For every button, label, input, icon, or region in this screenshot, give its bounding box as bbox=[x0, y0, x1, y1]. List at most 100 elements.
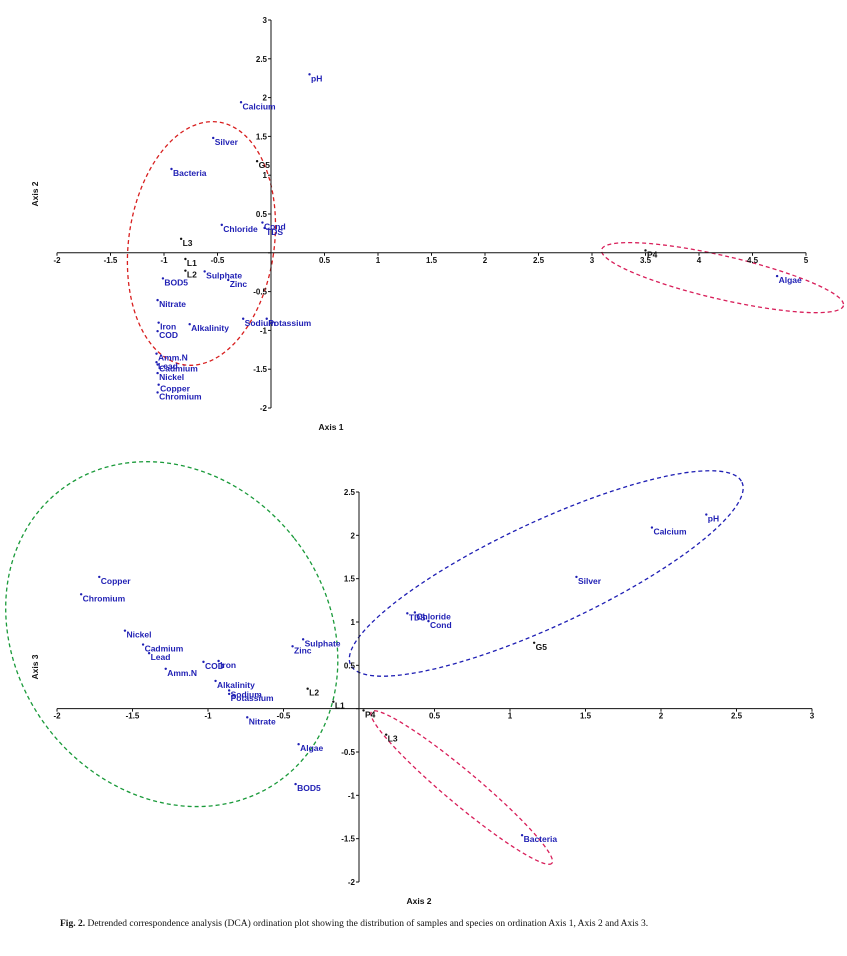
x-axis-title: Axis 1 bbox=[318, 422, 343, 432]
y-tick-label: 2 bbox=[351, 531, 356, 540]
species-label-ph: pH bbox=[311, 73, 322, 83]
species-point-cadmium bbox=[141, 643, 145, 646]
y-tick-label: 0.5 bbox=[344, 661, 356, 670]
species-label-cod: COD bbox=[159, 330, 178, 340]
species-label-iron: Iron bbox=[220, 660, 236, 670]
species-point-nickel bbox=[123, 629, 127, 632]
species-label-silver: Silver bbox=[215, 137, 239, 147]
species-point-silver bbox=[212, 136, 215, 140]
x-tick-label: -1.5 bbox=[126, 712, 140, 721]
species-point-potassium bbox=[227, 692, 231, 696]
species-label-bod5: BOD5 bbox=[297, 783, 321, 793]
x-tick-label: -0.5 bbox=[277, 712, 291, 721]
sample-point-l3 bbox=[179, 237, 183, 241]
species-point-cod bbox=[156, 329, 159, 333]
y-tick-label: -1.5 bbox=[253, 365, 267, 374]
species-point-sodium bbox=[227, 689, 231, 692]
species-label-tds: TDS bbox=[409, 612, 426, 622]
y-tick-label: 1.5 bbox=[256, 132, 268, 141]
species-label-chromium: Chromium bbox=[83, 593, 126, 603]
y-tick-label: -0.5 bbox=[253, 288, 267, 297]
species-label-algae: Algae bbox=[300, 743, 323, 753]
x-tick-label: 1 bbox=[508, 712, 513, 721]
sample-label-g5: G5 bbox=[536, 642, 548, 652]
x-tick-label: 5 bbox=[804, 256, 809, 265]
species-point-tds bbox=[263, 226, 266, 230]
cluster-ellipse-2 bbox=[348, 470, 744, 677]
sample-label-l1: L1 bbox=[187, 258, 197, 268]
species-label-cadmium: Cadmium bbox=[159, 364, 198, 374]
x-tick-label: 3 bbox=[810, 712, 815, 721]
species-label-algae: Algae bbox=[779, 275, 802, 285]
caption-text: Detrended correspondence analysis (DCA) … bbox=[87, 919, 649, 929]
species-label-chloride: Chloride bbox=[416, 611, 451, 621]
x-tick-label: 3 bbox=[590, 256, 595, 265]
x-tick-label: 4 bbox=[697, 256, 702, 265]
sample-point-l3 bbox=[384, 733, 388, 736]
species-point-copper bbox=[157, 383, 160, 386]
sample-label-l3: L3 bbox=[183, 238, 193, 248]
x-tick-label: 1.5 bbox=[580, 712, 592, 721]
species-point-chromium bbox=[79, 593, 83, 596]
species-point-chloride bbox=[413, 611, 417, 614]
species-label-amm-n: Amm.N bbox=[167, 668, 197, 678]
species-label-potassium: Potassium bbox=[231, 693, 274, 703]
cluster-ellipse-3 bbox=[370, 710, 554, 865]
species-point-zinc bbox=[291, 645, 294, 648]
species-point-iron bbox=[157, 321, 160, 324]
sample-point-l2 bbox=[184, 269, 187, 272]
x-tick-label: 0.5 bbox=[429, 712, 441, 721]
x-tick-label: 4.5 bbox=[747, 256, 759, 265]
species-label-cadmium: Cadmium bbox=[145, 644, 184, 654]
sample-point-g5 bbox=[255, 160, 259, 163]
x-tick-label: -1.5 bbox=[104, 256, 118, 265]
species-label-tds: TDS bbox=[266, 227, 283, 237]
y-tick-label: 2.5 bbox=[344, 488, 356, 497]
cluster-ellipse-2 bbox=[600, 241, 845, 314]
species-point-chloride bbox=[220, 223, 223, 227]
species-point-amm-n bbox=[164, 667, 167, 670]
species-point-chromium bbox=[156, 391, 159, 394]
species-point-alkalinity bbox=[188, 322, 191, 326]
species-point-amm-n bbox=[155, 352, 158, 355]
cluster-ellipse-1 bbox=[126, 121, 277, 366]
x-tick-label: 2.5 bbox=[533, 256, 545, 265]
species-label-bod5: BOD5 bbox=[164, 277, 188, 287]
species-label-amm-n: Amm.N bbox=[158, 353, 188, 363]
species-label-lead: Lead bbox=[151, 652, 171, 662]
species-point-copper bbox=[98, 575, 101, 579]
sample-label-l1: L1 bbox=[335, 701, 345, 711]
species-point-ph bbox=[705, 513, 708, 516]
species-point-ph bbox=[308, 73, 311, 76]
species-label-sodium: Sodium bbox=[245, 318, 277, 328]
species-label-sodium: Sodium bbox=[231, 689, 263, 699]
x-tick-label: -0.5 bbox=[211, 256, 225, 265]
species-point-nitrate bbox=[156, 298, 159, 302]
y-tick-label: 2.5 bbox=[256, 55, 268, 64]
species-point-calcium bbox=[239, 101, 243, 104]
sample-label-p4: P4 bbox=[365, 709, 376, 719]
y-tick-label: 1.5 bbox=[344, 575, 356, 584]
species-label-ph: pH bbox=[708, 514, 719, 524]
species-label-copper: Copper bbox=[160, 384, 190, 394]
species-point-bod5 bbox=[161, 277, 165, 280]
species-point-bacteria bbox=[170, 167, 173, 171]
sample-label-l3: L3 bbox=[388, 734, 398, 744]
species-point-algae bbox=[297, 743, 300, 746]
y-tick-label: -2 bbox=[260, 404, 268, 413]
species-label-sulphate: Sulphate bbox=[206, 270, 242, 280]
species-point-calcium bbox=[650, 526, 654, 529]
species-point-iron bbox=[217, 659, 220, 663]
x-axis-title: Axis 2 bbox=[406, 896, 431, 906]
species-point-bod5 bbox=[294, 782, 297, 786]
y-tick-label: -1 bbox=[260, 326, 268, 335]
species-point-tds bbox=[406, 612, 409, 615]
species-label-cod: COD bbox=[205, 661, 224, 671]
species-label-calcium: Calcium bbox=[653, 527, 687, 537]
x-tick-label: -2 bbox=[53, 712, 61, 721]
figure-caption: Fig. 2. Detrended correspondence analysi… bbox=[60, 919, 840, 929]
species-label-nitrate: Nitrate bbox=[249, 716, 276, 726]
species-point-alkalinity bbox=[214, 679, 217, 683]
species-point-zinc bbox=[227, 278, 230, 282]
species-point-nickel bbox=[156, 371, 159, 375]
